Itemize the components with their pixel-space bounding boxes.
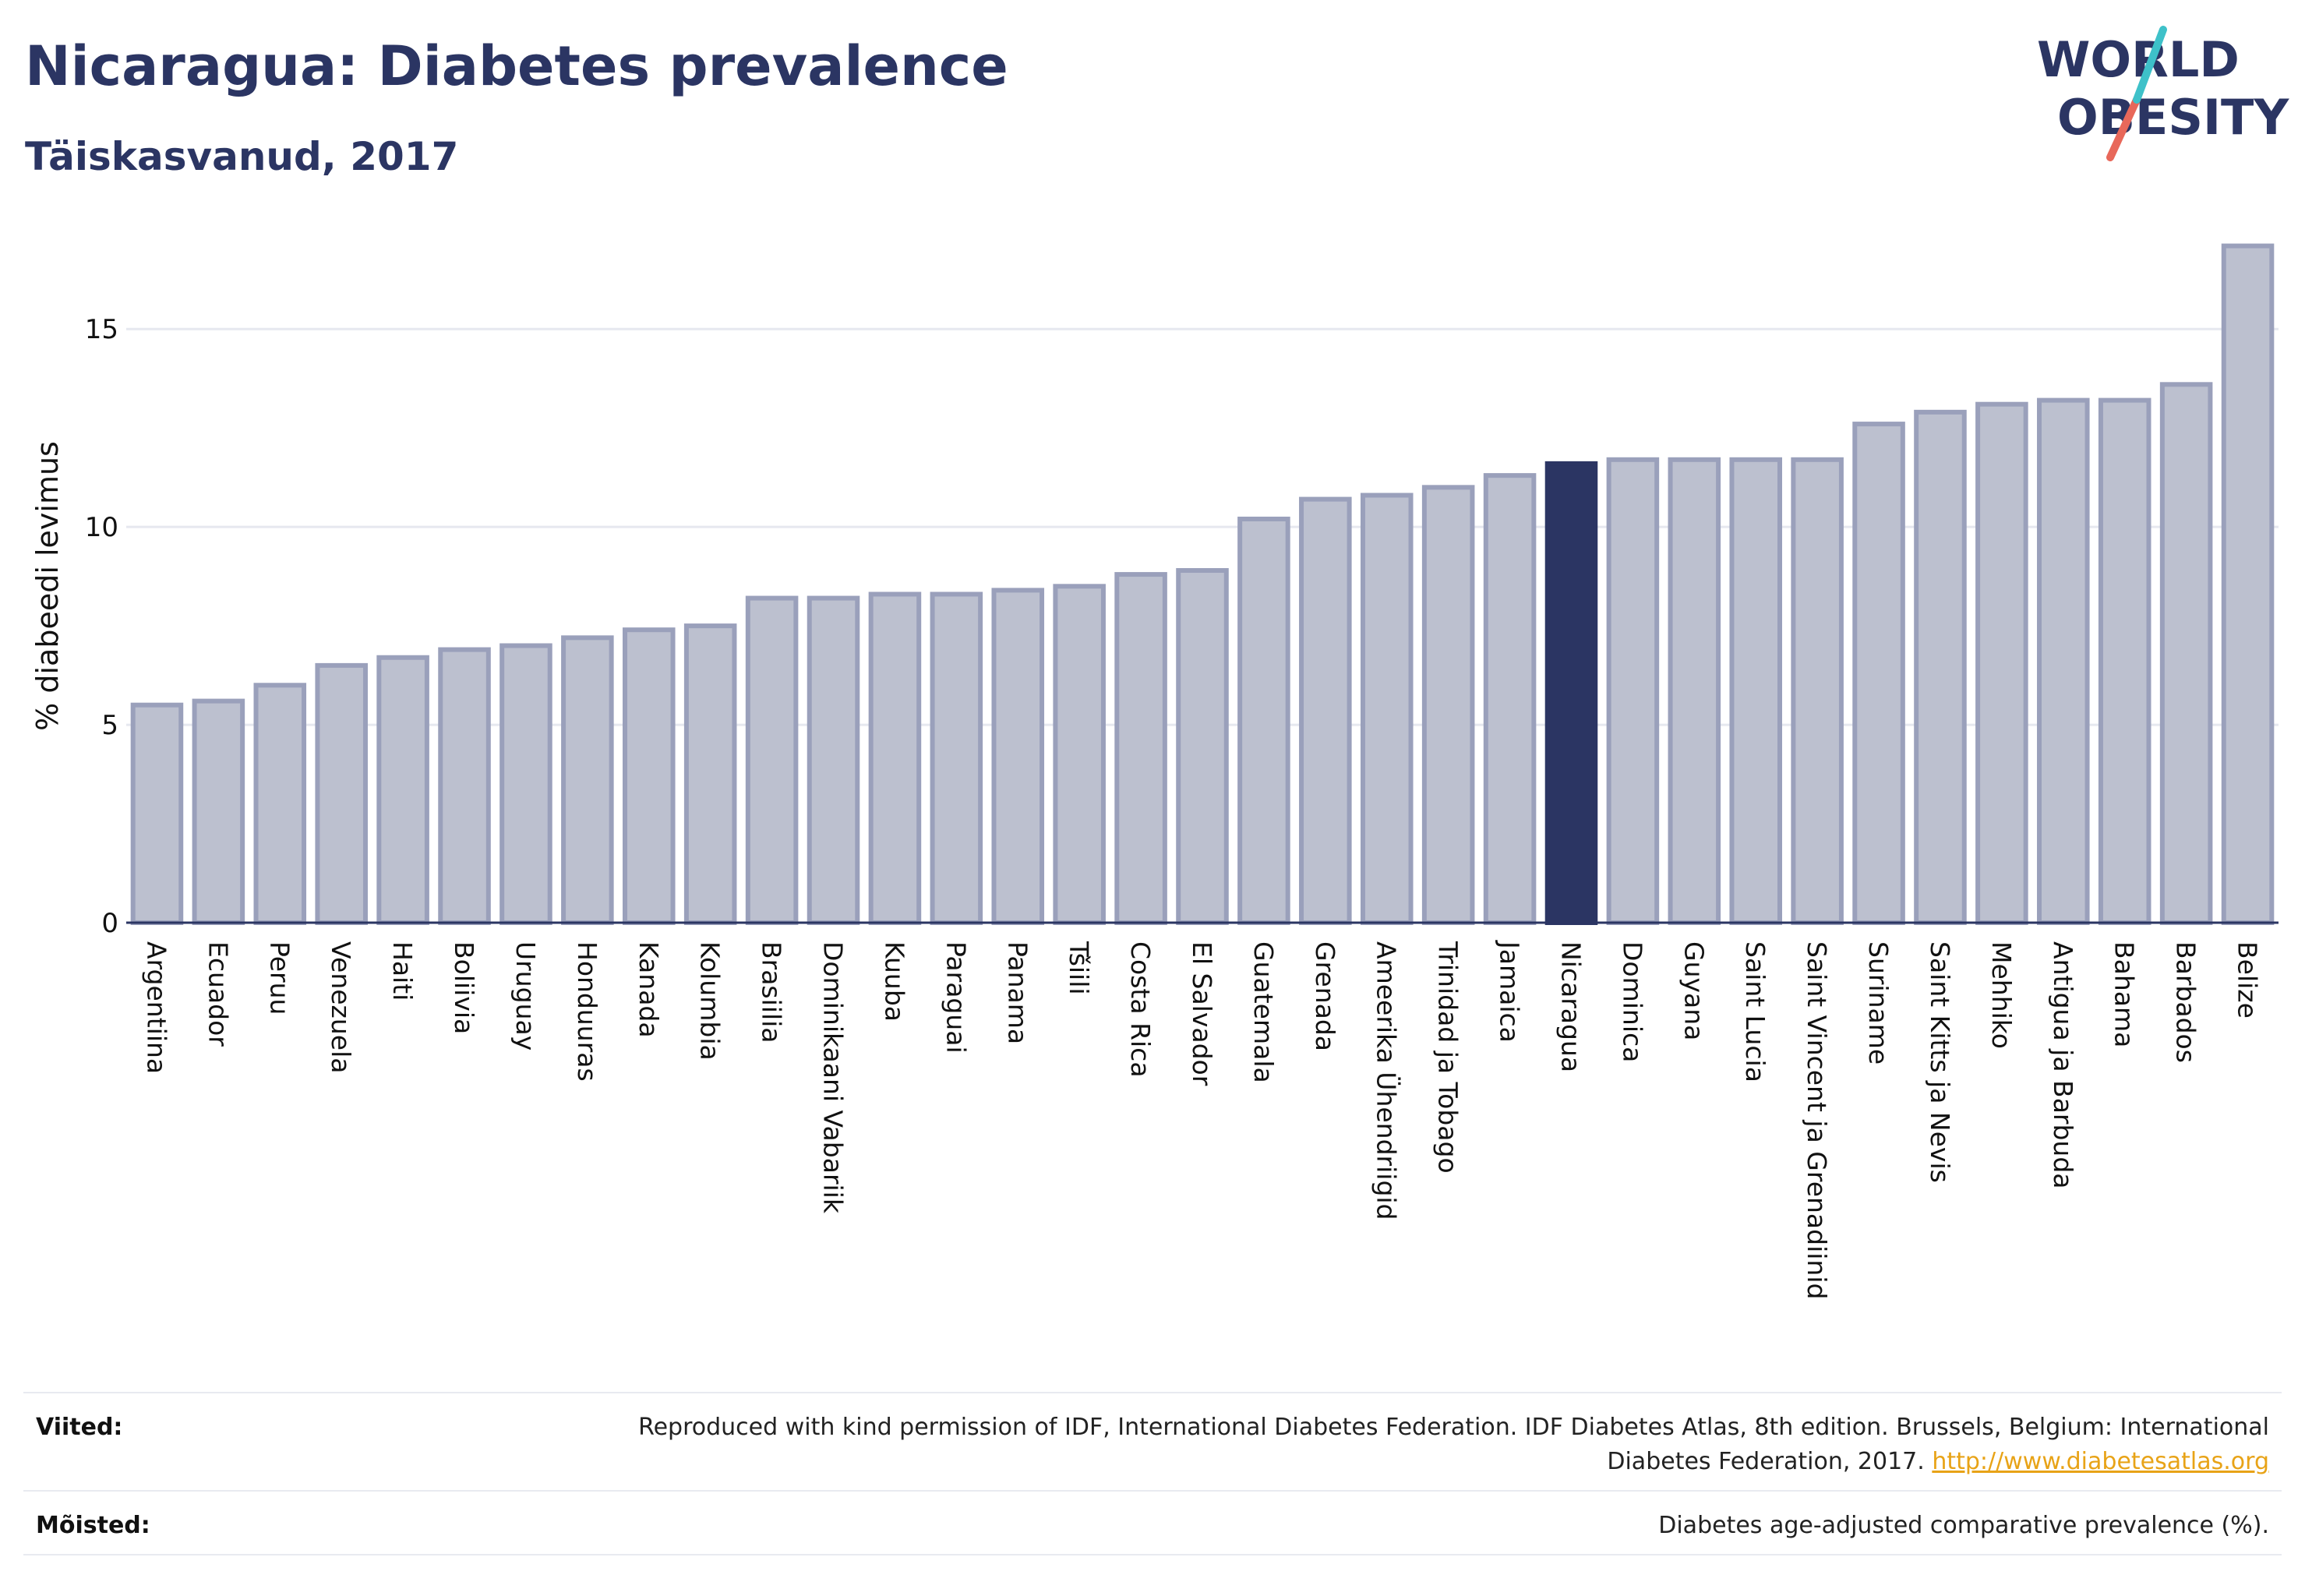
footer-divider-top xyxy=(23,1392,2282,1393)
definitions-label: Mõisted: xyxy=(36,1512,150,1539)
bar-mehhiko[interactable] xyxy=(1975,401,2028,925)
y-tick-label: 5 xyxy=(101,710,118,741)
bar-antigua-ja-barbuda[interactable] xyxy=(2037,397,2090,925)
x-tick-label: Mehhiko xyxy=(1986,941,2017,1049)
footer-divider-middle xyxy=(23,1490,2282,1492)
bar-saint-kitts-ja-nevis[interactable] xyxy=(1914,409,1967,925)
bar-t-iili[interactable] xyxy=(1053,584,1106,926)
footer-divider-bottom xyxy=(23,1554,2282,1555)
x-tick-label: Guatemala xyxy=(1248,941,1279,1083)
bar-argentiina[interactable] xyxy=(130,702,184,925)
logo-slash-teal xyxy=(2133,26,2167,104)
bar-boliivia[interactable] xyxy=(438,647,491,926)
bar-kuuba[interactable] xyxy=(868,591,922,925)
bar-brasiilia[interactable] xyxy=(745,595,799,925)
bar-dominikaani-vabariik[interactable] xyxy=(807,595,860,925)
bar-kolumbia[interactable] xyxy=(683,623,737,925)
x-tick-label: Antigua ja Barbuda xyxy=(2048,941,2078,1189)
world-obesity-logo: WORLD OBESITY xyxy=(2037,26,2289,161)
y-axis-label: % diabeedi levimus xyxy=(30,441,65,731)
x-tick-label: Boliivia xyxy=(449,941,479,1034)
x-tick-label: Panama xyxy=(1002,941,1032,1044)
logo-line-2: OBESITY xyxy=(2057,89,2289,146)
x-tick-label: Honduuras xyxy=(572,941,602,1082)
x-tick-label: Uruguay xyxy=(510,941,541,1050)
x-tick-label: Guyana xyxy=(1678,941,1709,1040)
bar-guyana[interactable] xyxy=(1668,457,1721,925)
x-tick-label: Kuuba xyxy=(879,941,909,1022)
chart-subtitle: Täiskasvanud, 2017 xyxy=(25,134,459,179)
x-tick-label: Barbados xyxy=(2171,941,2201,1063)
x-tick-label: Saint Vincent ja Grenadiinid xyxy=(1802,941,1832,1299)
bar-ameerika-hendriigid[interactable] xyxy=(1360,493,1414,925)
bar-ecuador[interactable] xyxy=(192,698,245,925)
x-tick-label: Bahama xyxy=(2109,941,2140,1047)
x-tick-label: Costa Rica xyxy=(1125,941,1156,1078)
bar-venezuela[interactable] xyxy=(315,662,368,925)
x-tick-label: Ameerika Ühendriigid xyxy=(1371,941,1403,1220)
x-tick-label: Ecuador xyxy=(203,941,233,1047)
x-tick-label: Belize xyxy=(2233,941,2263,1019)
x-tick-label: Saint Lucia xyxy=(1740,941,1770,1082)
references-text: Reproduced with kind permission of IDF, … xyxy=(555,1411,2269,1479)
bar-grenada[interactable] xyxy=(1299,496,1352,925)
bar-honduuras[interactable] xyxy=(561,635,614,926)
x-tick-label: Peruu xyxy=(264,941,295,1015)
x-tick-label: El Salvador xyxy=(1187,941,1217,1086)
bars-layer xyxy=(130,243,2275,926)
x-tick-label: Dominica xyxy=(1617,941,1647,1062)
bar-costa-rica[interactable] xyxy=(1114,572,1167,926)
x-tick-label: Grenada xyxy=(1310,941,1340,1051)
bar-jamaica[interactable] xyxy=(1483,473,1537,925)
bar-saint-vincent-ja-grenadiinid[interactable] xyxy=(1791,457,1844,925)
x-tick-label: Tšiili xyxy=(1064,941,1094,995)
bar-belize[interactable] xyxy=(2221,243,2275,926)
bar-trinidad-ja-tobago[interactable] xyxy=(1421,485,1475,925)
references-label: Viited: xyxy=(36,1414,123,1441)
x-tick-label: Haiti xyxy=(387,941,418,1001)
bar-dominica[interactable] xyxy=(1606,457,1660,925)
bar-suriname[interactable] xyxy=(1852,422,1905,925)
x-tick-label: Paraguai xyxy=(941,941,971,1054)
x-tick-label: Brasiilia xyxy=(757,941,787,1043)
bar-chart: 0 5 10 15 % diabeedi levimus Argentiina Ecuado… xyxy=(30,243,2279,1299)
logo-slash-coral xyxy=(2106,96,2141,161)
references-link[interactable]: http://www.diabetesatlas.org xyxy=(1932,1448,2269,1475)
x-tick-label: Argentiina xyxy=(141,941,171,1074)
x-tick-label: Venezuela xyxy=(326,941,356,1073)
bar-guatemala[interactable] xyxy=(1237,516,1290,925)
bar-el-salvador[interactable] xyxy=(1176,568,1229,925)
bar-peruu[interactable] xyxy=(253,683,307,925)
y-tick-label: 10 xyxy=(85,512,118,543)
bar-panama[interactable] xyxy=(991,588,1045,925)
bar-nicaragua[interactable] xyxy=(1544,461,1598,925)
y-tick-label: 0 xyxy=(101,908,118,939)
references-body: Reproduced with kind permission of IDF, … xyxy=(638,1414,2269,1475)
x-tick-label: Suriname xyxy=(1863,941,1894,1065)
x-tick-label: Trinidad ja Tobago xyxy=(1433,941,1463,1174)
x-tick-label: Kanada xyxy=(634,941,664,1038)
bar-kanada[interactable] xyxy=(622,627,676,925)
x-tick-label: Kolumbia xyxy=(695,941,725,1061)
y-tick-label: 15 xyxy=(85,314,118,345)
logo-line-1: WORLD xyxy=(2037,31,2240,88)
bar-paraguai[interactable] xyxy=(930,591,983,925)
x-tick-label: Dominikaani Vabariik xyxy=(818,941,849,1214)
x-tick-label: Saint Kitts ja Nevis xyxy=(1925,941,1955,1183)
x-tick-label: Jamaica xyxy=(1495,940,1525,1043)
bar-uruguay[interactable] xyxy=(499,643,552,925)
bar-saint-lucia[interactable] xyxy=(1729,457,1783,925)
bar-haiti[interactable] xyxy=(376,655,429,925)
bar-bahama[interactable] xyxy=(2098,397,2151,925)
definitions-text: Diabetes age-adjusted comparative preval… xyxy=(1658,1512,2269,1539)
chart-title: Nicaragua: Diabetes prevalence xyxy=(25,34,1008,98)
labels-layer: 0 5 10 15 % diabeedi levimus Argentiina Ecuado… xyxy=(30,314,2263,1299)
bar-barbados[interactable] xyxy=(2159,382,2213,926)
x-tick-label: Nicaragua xyxy=(1555,941,1586,1072)
